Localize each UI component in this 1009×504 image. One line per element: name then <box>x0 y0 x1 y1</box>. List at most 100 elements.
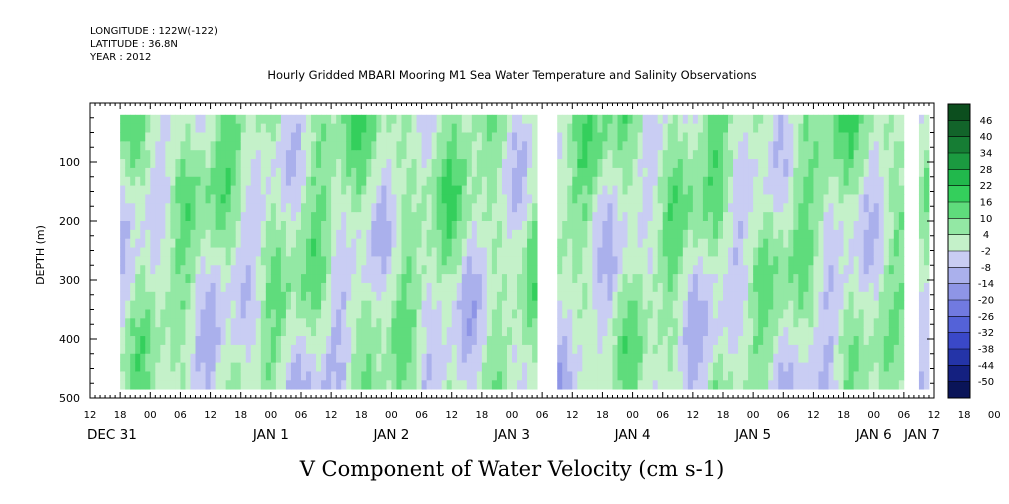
heatmap-cell <box>361 309 367 319</box>
heatmap-cell <box>562 141 568 151</box>
heatmap-cell <box>627 309 633 319</box>
heatmap-cell <box>205 380 211 390</box>
heatmap-cell <box>155 274 161 284</box>
heatmap-cell <box>517 185 523 195</box>
heatmap-cell <box>657 150 664 160</box>
heatmap-cell <box>135 229 141 240</box>
heatmap-cell <box>290 212 297 222</box>
heatmap-cell <box>793 159 799 169</box>
heatmap-cell <box>562 380 568 390</box>
heatmap-cell <box>205 336 211 346</box>
heatmap-cell <box>165 150 171 160</box>
heatmap-cell <box>190 132 196 142</box>
heatmap-cell <box>828 141 834 151</box>
heatmap-cell <box>160 256 166 266</box>
heatmap-cell <box>496 176 503 186</box>
heatmap-cell <box>195 203 201 213</box>
heatmap-cell <box>501 336 508 346</box>
heatmap-cell <box>748 336 754 346</box>
heatmap-cell <box>723 150 729 160</box>
heatmap-cell <box>883 371 890 381</box>
heatmap-cell <box>245 362 252 372</box>
heatmap-cell <box>205 123 211 133</box>
heatmap-cell <box>763 159 769 169</box>
heatmap-cell <box>768 185 774 195</box>
heatmap-cell <box>567 327 573 337</box>
heatmap-cell <box>733 282 739 293</box>
heatmap-cell <box>195 176 201 186</box>
heatmap-cell <box>311 274 317 284</box>
heatmap-cell <box>461 344 468 355</box>
heatmap-cell <box>768 336 774 346</box>
heatmap-cell <box>577 176 583 186</box>
heatmap-cell <box>280 150 287 160</box>
heatmap-cell <box>697 256 704 266</box>
heatmap-cell <box>185 159 191 169</box>
heatmap-cell <box>632 309 638 319</box>
heatmap-cell <box>702 114 709 125</box>
heatmap-cell <box>250 185 257 195</box>
heatmap-cell <box>692 318 699 328</box>
heatmap-cell <box>597 265 603 275</box>
heatmap-cell <box>461 300 468 310</box>
heatmap-cell <box>517 274 523 284</box>
heatmap-cell <box>376 221 382 231</box>
heatmap-cell <box>572 212 578 222</box>
heatmap-cell <box>361 238 367 248</box>
heatmap-cell <box>341 185 347 195</box>
heatmap-cell <box>416 167 422 178</box>
heatmap-cell <box>371 309 377 319</box>
heatmap-cell <box>160 238 166 248</box>
heatmap-cell <box>778 353 784 363</box>
heatmap-cell <box>883 291 890 302</box>
heatmap-cell <box>577 141 583 151</box>
heatmap-cell <box>476 371 483 381</box>
heatmap-cell <box>481 265 488 275</box>
heatmap-cell <box>366 194 372 204</box>
heatmap-cell <box>622 327 628 337</box>
heatmap-cell <box>788 300 794 310</box>
heatmap-cell <box>667 291 674 302</box>
heatmap-cell <box>607 274 613 284</box>
heatmap-cell <box>145 132 151 142</box>
heatmap-cell <box>883 221 890 231</box>
heatmap-cell <box>717 362 724 372</box>
heatmap-cell <box>466 380 473 390</box>
heatmap-cell <box>848 282 855 293</box>
heatmap-cell <box>532 256 538 266</box>
heatmap-cell <box>406 300 412 310</box>
heatmap-cell <box>270 229 277 240</box>
heatmap-cell <box>461 256 468 266</box>
heatmap-cell <box>346 167 352 178</box>
heatmap-cell <box>702 203 709 213</box>
heatmap-cell <box>818 194 824 204</box>
heatmap-cell <box>140 194 146 204</box>
heatmap-cell <box>818 282 824 293</box>
heatmap-cell <box>381 318 387 328</box>
heatmap-cell <box>466 221 473 231</box>
heatmap-cell <box>788 380 794 390</box>
heatmap-cell <box>677 380 684 390</box>
heatmap-cell <box>391 203 397 213</box>
heatmap-cell <box>748 362 754 372</box>
heatmap-cell <box>562 185 568 195</box>
heatmap-cell <box>496 247 503 257</box>
heatmap-cell <box>160 114 166 125</box>
heatmap-cell <box>140 282 146 293</box>
heatmap-cell <box>597 380 603 390</box>
heatmap-cell <box>813 300 819 310</box>
heatmap-cell <box>381 114 387 125</box>
heatmap-cell <box>733 309 739 319</box>
heatmap-cell <box>748 221 754 231</box>
heatmap-cell <box>446 203 453 213</box>
heatmap-cell <box>923 159 930 169</box>
heatmap-cell <box>441 150 448 160</box>
heatmap-cell <box>195 344 201 355</box>
heatmap-cell <box>346 353 352 363</box>
heatmap-cell <box>285 167 292 178</box>
heatmap-cell <box>471 344 478 355</box>
heatmap-cell <box>627 221 633 231</box>
heatmap-cell <box>260 203 267 213</box>
heatmap-cell <box>255 159 262 169</box>
heatmap-cell <box>637 318 644 328</box>
